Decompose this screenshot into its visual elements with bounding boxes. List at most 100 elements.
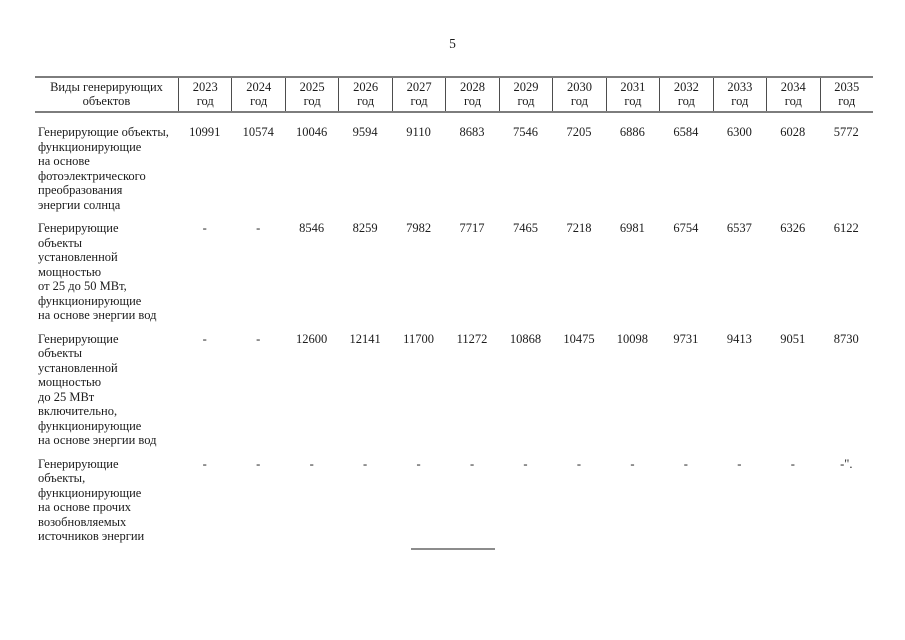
year-header-cell: 2032 год <box>659 78 712 111</box>
year-label: 2030 <box>566 80 592 94</box>
year-unit-label: год <box>624 94 642 108</box>
table-cell: - <box>202 456 207 471</box>
year-label: 2025 <box>299 80 325 94</box>
year-unit-label: год <box>517 94 535 108</box>
table-cell: 8683 <box>459 125 485 139</box>
year-unit-label: год <box>570 94 588 108</box>
year-label: 2028 <box>460 80 486 94</box>
year-label: 2024 <box>246 80 272 94</box>
year-header-cell: 2026 год <box>338 78 391 111</box>
table-cell: - <box>576 456 582 471</box>
row-label: Генерирующие объекты установленной мощно… <box>38 331 157 448</box>
table-cell: - <box>256 456 261 471</box>
year-label: 2032 <box>673 80 699 94</box>
table-cell: 10574 <box>242 125 274 139</box>
table-cell: - <box>202 331 207 346</box>
table-cell: - <box>256 331 261 346</box>
year-label: 2034 <box>780 80 806 94</box>
year-unit-label: год <box>250 94 268 108</box>
table-cell: 5772 <box>833 125 859 139</box>
table-cell: 10046 <box>296 125 328 139</box>
table-cell: 11700 <box>403 331 434 346</box>
table-cell: 9413 <box>726 331 752 346</box>
table-cell: 9110 <box>406 125 431 139</box>
table-row-hydro-25-50: Генерирующие объекты установленной мощно… <box>35 221 873 323</box>
year-label: 2027 <box>406 80 432 94</box>
year-unit-label: год <box>303 94 321 108</box>
table-cell: 10868 <box>509 331 542 346</box>
table-cell: 9731 <box>673 331 699 346</box>
table-cell: 7465 <box>512 221 538 235</box>
year-label: 2031 <box>620 80 646 94</box>
table-cell: - <box>309 456 314 471</box>
table-cell: 7546 <box>512 125 538 139</box>
table-cell: 6754 <box>673 221 699 235</box>
table-cell: - <box>202 221 207 235</box>
table-cell: - <box>363 456 368 471</box>
table-cell: 7982 <box>406 221 432 235</box>
table-cell: 12600 <box>296 331 328 346</box>
year-label: 2023 <box>192 80 218 94</box>
table-cell: 7717 <box>459 221 485 235</box>
table-cell: 9051 <box>780 331 806 346</box>
year-label: 2026 <box>353 80 379 94</box>
table-row-hydro-under-25: Генерирующие объекты установленной мощно… <box>35 332 873 448</box>
table-cell: 9594 <box>352 125 378 139</box>
table-cell: - <box>256 221 261 235</box>
year-header-cell: 2024 год <box>231 78 284 111</box>
year-label: 2029 <box>513 80 539 94</box>
year-label: 2035 <box>834 80 860 94</box>
year-unit-label: год <box>838 94 856 108</box>
table-cell: 6537 <box>726 221 752 235</box>
header-label-cell: Виды генерирующих объектов <box>50 80 163 108</box>
year-unit-label: год <box>196 94 214 108</box>
year-unit-label: год <box>677 94 695 108</box>
table-cell: - <box>737 456 742 471</box>
year-unit-label: год <box>731 94 749 108</box>
table-cell: - <box>416 456 421 471</box>
table-body: Генерирующие объекты, функционирующие на… <box>35 125 873 544</box>
year-header-cell: 2028 год <box>445 78 498 111</box>
table-row-other-renewables: Генерирующие объекты, функционирующие на… <box>35 457 873 544</box>
table-cell: 6584 <box>673 125 699 139</box>
year-header-cell: 2029 год <box>498 78 552 111</box>
table-cell: 6300 <box>726 125 752 139</box>
generation-objects-table: Виды генерирующих объектов 2023 год 2024… <box>35 76 873 553</box>
year-header-cell: 2023 год <box>178 78 231 111</box>
table-cell: 12141 <box>349 331 381 346</box>
year-header-cell: 2033 год <box>712 78 766 111</box>
table-cell: 7205 <box>566 125 592 139</box>
table-cell: 6886 <box>619 125 645 139</box>
table-cell: 8546 <box>299 221 325 235</box>
table-cell: 6028 <box>780 125 806 139</box>
row-label: Генерирующие объекты, функционирующие на… <box>38 125 169 212</box>
table-cell: - <box>469 456 475 471</box>
year-unit-label: год <box>410 94 428 108</box>
table-cell: 8259 <box>352 221 378 235</box>
table-cell: 6326 <box>780 221 806 235</box>
year-unit-label: год <box>784 94 802 108</box>
table-cell: 8730 <box>833 331 859 346</box>
year-header-cell: 2027 год <box>391 78 445 111</box>
year-header-cell: 2025 год <box>284 78 338 111</box>
footnote-separator-rule <box>411 548 495 550</box>
table-cell: - <box>630 456 635 471</box>
year-unit-label: год <box>463 94 482 108</box>
table-cell: - <box>790 456 795 471</box>
year-header-cell: 2030 год <box>552 78 605 111</box>
table-cell: - <box>683 456 688 471</box>
year-header-cell: 2035 год <box>819 78 873 111</box>
year-label: 2033 <box>727 80 753 94</box>
table-row-solar: Генерирующие объекты, функционирующие на… <box>35 125 873 212</box>
table-cell: -". <box>840 456 853 471</box>
table-cell: 7218 <box>566 221 592 235</box>
table-cell: - <box>523 456 528 471</box>
row-label: Генерирующие объекты установленной мощно… <box>38 221 157 322</box>
table-cell: 11272 <box>456 331 488 346</box>
row-label: Генерирующие объекты, функционирующие на… <box>38 456 145 544</box>
page-number: 5 <box>449 36 456 51</box>
year-header-cell: 2031 год <box>605 78 659 111</box>
year-unit-label: год <box>357 94 375 108</box>
table-cell: 10991 <box>189 125 221 139</box>
